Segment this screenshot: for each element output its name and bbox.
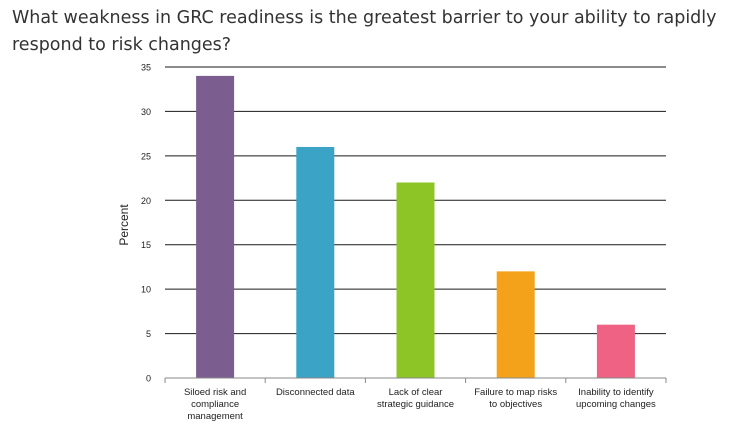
- y-tick-label-5: 5: [146, 329, 151, 339]
- x-tick-label-2: Disconnected data: [276, 387, 355, 398]
- y-tick-label-35: 35: [141, 63, 151, 73]
- x-tick-label-4: Failure to map risks to objectives: [474, 387, 557, 410]
- bar-5: [596, 324, 635, 378]
- bar-3: [396, 182, 435, 378]
- x-tick-label-1: Siloed risk and compliance management: [184, 387, 246, 422]
- bar-1: [196, 75, 235, 378]
- x-axis-labels: Siloed risk and compliance management Disco…: [184, 387, 656, 422]
- y-tick-label-15: 15: [141, 240, 151, 250]
- y-tick-label-20: 20: [141, 196, 151, 206]
- bar-4: [496, 271, 535, 378]
- y-axis-ticks: 0 5 10 15 20 25 30 35: [141, 63, 151, 384]
- grid-lines: [165, 66, 666, 335]
- y-tick-label-30: 30: [141, 107, 151, 117]
- y-axis-label: Percent: [117, 204, 131, 246]
- y-tick-label-10: 10: [141, 285, 151, 295]
- y-tick-label-25: 25: [141, 151, 151, 161]
- chart-title: What weakness in GRC readiness is the gr…: [12, 8, 717, 55]
- bars: [196, 75, 635, 378]
- y-tick-label-0: 0: [146, 374, 151, 384]
- x-axis: [164, 377, 667, 383]
- bar-2: [296, 146, 335, 378]
- x-tick-label-3: Lack of clear strategic guidance: [377, 387, 454, 410]
- x-tick-label-5: Inability to identify upcoming changes: [576, 387, 656, 410]
